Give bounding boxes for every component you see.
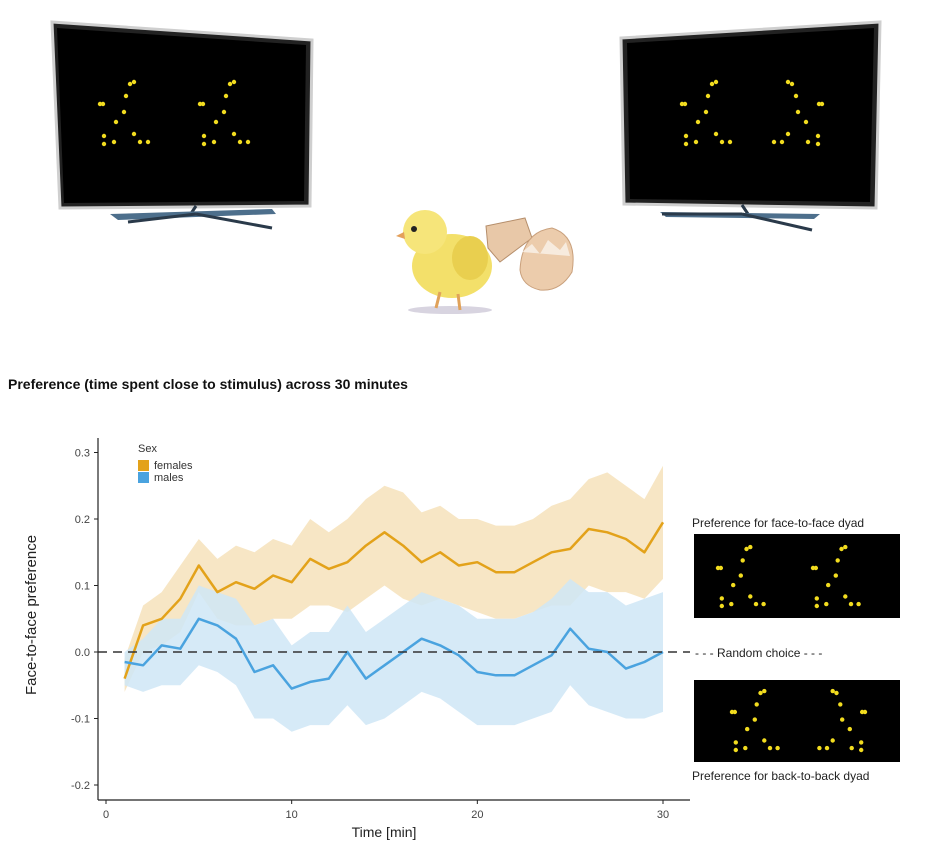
face-to-face-dyad-thumbnail [694,534,900,618]
x-axis-label: Time [min] [352,824,417,840]
series-line-males [124,617,664,690]
y-tick-label: 0.0 [75,647,90,659]
x-tick-label: 20 [471,809,483,821]
y-tick-label: -0.2 [71,780,90,792]
x-tick-label: 10 [286,809,298,821]
legend-swatch-males [138,472,149,483]
y-tick-label: -0.1 [71,714,90,726]
legend-label-males: males [154,472,184,484]
figure-title: Preference (time spent close to stimulus… [8,376,408,392]
x-tick-label: 0 [103,809,109,821]
chart-area: -0.2 -0.1 0.0 0.1 0.2 0.3 0 10 20 30 Sex femalesma… [71,438,690,821]
random-choice-label: - - - Random choice - - - [695,646,822,660]
back-to-back-label: Preference for back-to-back dyad [692,769,869,783]
legend-label-females: females [154,460,193,472]
confidence-band-females [124,465,664,692]
left-monitor-dyad-icon [97,79,251,147]
y-axis-label: Face-to-face preference [23,535,40,695]
y-tick-label: 0.1 [75,581,90,593]
legend-title: Sex [138,443,157,455]
right-monitor-icon [619,20,882,232]
series-line-females [123,521,665,680]
face-to-face-label: Preference for face-to-face dyad [692,516,864,530]
confidence-band-males [124,578,664,732]
legend-swatch-females [138,460,149,471]
y-tick-label: 0.2 [75,514,90,526]
back-to-back-dyad-thumbnail [694,680,900,762]
y-tick-label: 0.3 [75,448,90,460]
right-monitor-dyad-icon [679,79,825,147]
left-monitor-icon [50,20,314,230]
x-tick-label: 30 [657,809,669,821]
chick-icon [396,210,574,314]
